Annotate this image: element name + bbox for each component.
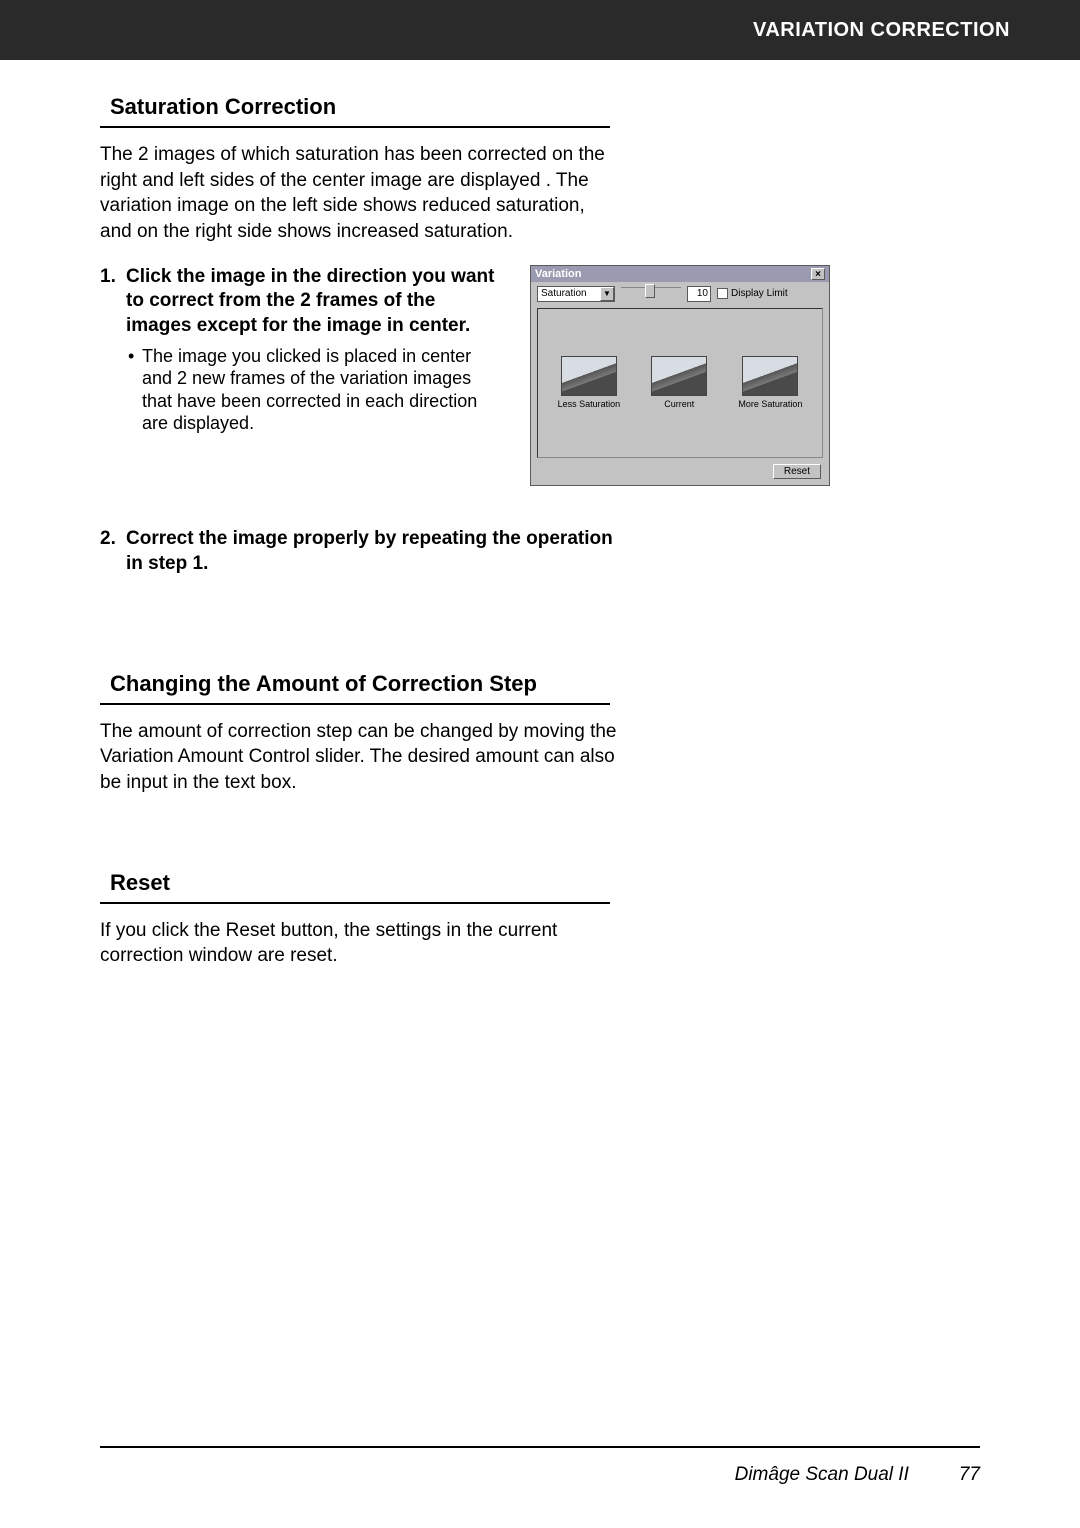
step1-text-block: 1. Click the image in the direction you … [100,265,500,435]
footer-rule [100,1446,980,1448]
thumb-more-image[interactable] [742,356,798,396]
variation-dialog: Variation × Saturation ▼ 10 Display Limi… [530,265,830,486]
thumb-current[interactable]: Current [651,356,707,409]
step2-instruction: Correct the image properly by repeating … [126,526,620,577]
step2-number: 2. [100,526,126,577]
bullet-dot: • [128,345,142,435]
thumb-more[interactable]: More Saturation [738,356,802,409]
thumb-less[interactable]: Less Saturation [558,356,621,409]
thumb-current-label: Current [651,399,707,409]
checkbox-box[interactable] [717,288,728,299]
page-header: VARIATION CORRECTION [0,0,1080,60]
reset-button[interactable]: Reset [773,464,821,479]
display-limit-label: Display Limit [731,288,788,299]
step1-number: 1. [100,265,126,339]
footer-page-number: 77 [959,1464,980,1486]
page-body: Saturation Correction The 2 images of wh… [0,60,1080,969]
thumb-less-label: Less Saturation [558,399,621,409]
chevron-down-icon[interactable]: ▼ [600,287,614,301]
section2-intro: The amount of correction step can be cha… [100,719,620,796]
amount-input[interactable]: 10 [687,286,711,302]
header-title: VARIATION CORRECTION [753,19,1010,42]
section-heading-amount: Changing the Amount of Correction Step [100,671,610,705]
close-icon[interactable]: × [811,268,825,280]
combo-value: Saturation [541,288,587,299]
thumb-more-label: More Saturation [738,399,802,409]
dialog-title-text: Variation [535,268,581,280]
step1-bullet: • The image you clicked is placed in cen… [100,345,500,435]
display-limit-checkbox[interactable]: Display Limit [717,288,788,299]
footer-product: Dimâge Scan Dual II [735,1464,909,1486]
amount-slider[interactable] [621,287,681,301]
dialog-toolbar: Saturation ▼ 10 Display Limit [531,282,829,306]
step2: 2. Correct the image properly by repeati… [100,526,620,577]
section1-intro: The 2 images of which saturation has bee… [100,142,620,245]
section-heading-saturation: Saturation Correction [100,94,610,128]
thumb-less-image[interactable] [561,356,617,396]
section-heading-reset: Reset [100,870,610,904]
step1: 1. Click the image in the direction you … [100,265,500,339]
step1-row: 1. Click the image in the direction you … [100,265,980,486]
dialog-titlebar: Variation × [531,266,829,282]
step1-bullet-text: The image you clicked is placed in cente… [142,345,500,435]
dialog-footer: Reset [531,460,829,485]
section3-intro: If you click the Reset button, the setti… [100,918,620,969]
step1-instruction: Click the image in the direction you wan… [126,265,500,339]
thumbnail-area: Less Saturation Current More Saturation [537,308,823,458]
page-footer: Dimâge Scan Dual II 77 [735,1464,980,1486]
slider-thumb[interactable] [645,284,655,298]
thumb-current-image[interactable] [651,356,707,396]
saturation-combo[interactable]: Saturation ▼ [537,286,615,302]
